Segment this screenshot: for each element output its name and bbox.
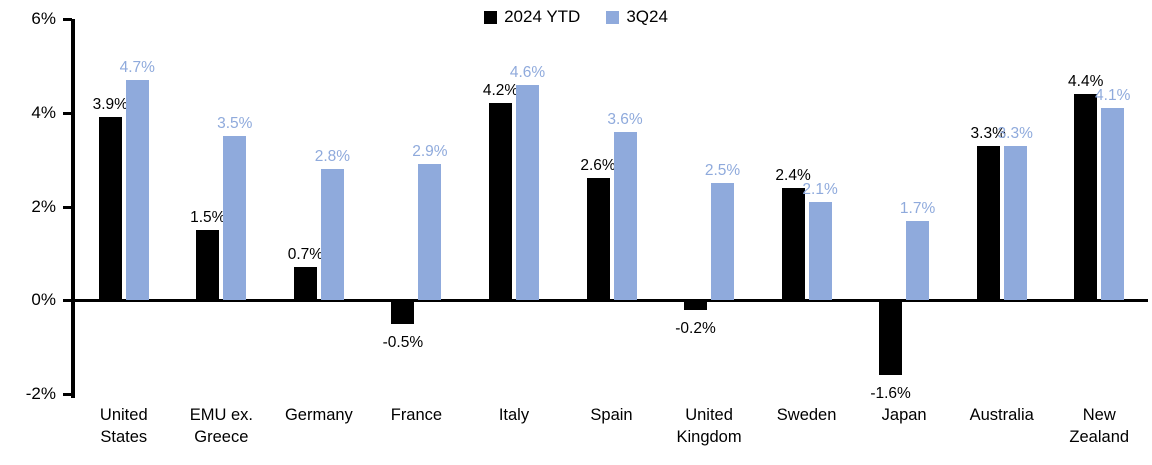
bar-germany-2024-ytd: [293, 267, 317, 301]
legend: 2024 YTD 3Q24: [0, 7, 1152, 27]
bar-label-spain-2024-ytd: 2.6%: [580, 157, 616, 175]
bar-label-germany-2024-ytd: 0.7%: [287, 246, 324, 264]
bar-australia-2024-ytd: [976, 145, 1000, 301]
bar-germany-3q24: [320, 169, 344, 301]
y-tick-mark: [63, 299, 72, 303]
bar-label-italy-2024-ytd: 4.2%: [482, 82, 519, 100]
bar-new-zealand-2024-ytd: [1074, 94, 1098, 301]
category-label-emu-ex-greece: EMU ex. Greece: [189, 406, 253, 446]
bar-united-kingdom-3q24: [711, 183, 734, 301]
bar-label-germany-3q24: 2.8%: [314, 148, 351, 165]
y-tick-mark: [63, 18, 72, 21]
y-tick-mark: [63, 393, 72, 396]
bar-spain-3q24: [613, 131, 637, 301]
bar-japan-2024-ytd: [879, 300, 903, 376]
category-label-italy: Italy: [498, 406, 530, 424]
bar-label-australia-2024-ytd: 3.3%: [970, 124, 1006, 142]
bar-sweden-2024-ytd: [781, 187, 805, 301]
bar-label-united-states-2024-ytd: 3.9%: [92, 96, 128, 114]
bar-label-italy-3q24: 4.6%: [509, 63, 546, 81]
bar-label-sweden-2024-ytd: 2.4%: [775, 166, 811, 184]
y-tick-label-0: 0%: [31, 290, 56, 310]
y-tick-mark: [63, 205, 72, 209]
category-label-spain: Spain: [590, 406, 633, 424]
bar-label-sweden-3q24: 2.1%: [802, 180, 838, 198]
bar-spain-2024-ytd: [586, 178, 610, 301]
legend-item-2024-ytd: 2024 YTD: [484, 7, 580, 27]
bar-italy-3q24: [516, 84, 539, 301]
bar-united-kingdom-2024-ytd: [684, 300, 707, 310]
bar-australia-3q24: [1003, 145, 1027, 301]
y-tick-label-6: 6%: [31, 9, 56, 28]
x-axis-labels: United States EMU ex. Greece Germany France…: [75, 404, 1148, 448]
category-label-japan: Japan: [881, 406, 927, 424]
category-label-australia: Australia: [969, 406, 1034, 424]
bar-label-united-kingdom-3q24: 2.5%: [704, 162, 741, 180]
bar-label-emu-ex-greece-2024-ytd: 1.5%: [190, 208, 226, 226]
bar-japan-3q24: [906, 220, 930, 301]
y-tick-label-4: 4%: [31, 102, 56, 122]
legend-item-3q24: 3Q24: [606, 7, 668, 27]
plot-area: 3.9% 4.7% 1.5% 3.5% 0.7% 2.8% -0.5% 2.9% 4.2% 4.6…: [75, 19, 1148, 402]
bar-label-japan-2024-ytd: -1.6%: [870, 385, 911, 403]
category-label-germany: Germany: [284, 406, 353, 424]
bar-label-new-zealand-3q24: 4.1%: [1095, 87, 1131, 105]
bar-label-australia-3q24: 3.3%: [997, 124, 1033, 142]
bar-united-states-2024-ytd: [98, 117, 122, 301]
category-label-france: France: [390, 406, 443, 424]
bar-label-france-2024-ytd: -0.5%: [382, 333, 424, 351]
y-axis-line: [71, 19, 75, 398]
bar-label-japan-3q24: 1.7%: [899, 199, 936, 217]
y-tick-label-2: 2%: [31, 196, 56, 216]
legend-swatch-3q24: [606, 10, 620, 24]
y-tick-mark: [63, 111, 72, 115]
bar-united-states-3q24: [125, 79, 149, 301]
y-tick-label-2: -2%: [25, 384, 56, 403]
bar-emu-ex-greece-2024-ytd: [196, 229, 220, 301]
bar-france-3q24: [418, 164, 442, 301]
legend-swatch-2024-ytd: [484, 10, 498, 24]
bar-label-emu-ex-greece-3q24: 3.5%: [217, 115, 253, 133]
bar-sweden-3q24: [808, 201, 832, 301]
bar-france-2024-ytd: [391, 300, 415, 324]
bar-label-united-kingdom-2024-ytd: -0.2%: [675, 319, 716, 337]
category-label-united-states: United States: [99, 406, 148, 446]
category-label-new-zealand: New Zealand: [1069, 406, 1130, 446]
bar-new-zealand-3q24: [1101, 108, 1125, 301]
bar-label-spain-3q24: 3.6%: [607, 110, 643, 128]
legend-label-3q24: 3Q24: [626, 7, 668, 26]
bar-emu-ex-greece-3q24: [223, 136, 247, 301]
category-label-sweden: Sweden: [776, 406, 837, 424]
legend-label-2024-ytd: 2024 YTD: [504, 7, 581, 26]
x-axis-zero-line: [71, 299, 1148, 302]
bar-italy-2024-ytd: [489, 103, 512, 301]
bar-label-new-zealand-2024-ytd: 4.4%: [1068, 73, 1104, 90]
bar-label-france-3q24: 2.9%: [412, 143, 448, 161]
category-label-united-kingdom: United Kingdom: [676, 406, 742, 446]
bar-label-united-states-3q24: 4.7%: [119, 58, 155, 76]
